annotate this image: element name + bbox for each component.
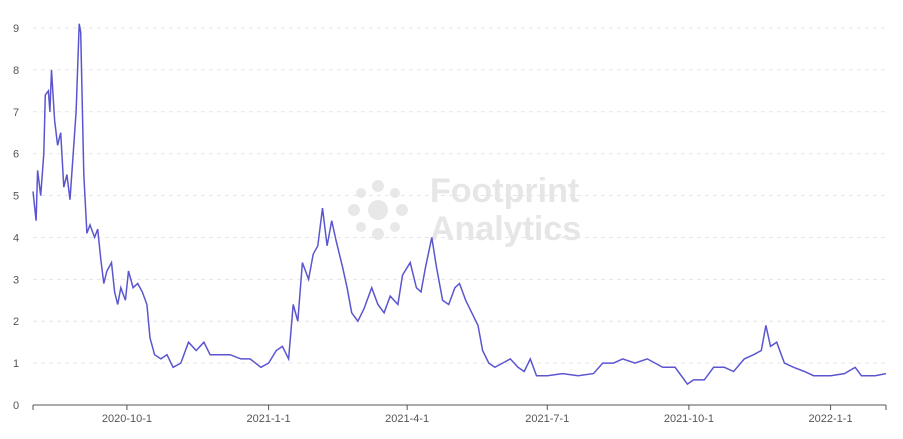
y-tick-label: 6 (13, 149, 19, 161)
y-tick-label: 8 (13, 65, 19, 77)
x-tick-label: 2021-7-1 (525, 413, 569, 425)
x-tick-label: 2022-1-1 (809, 413, 853, 425)
y-tick-label: 9 (13, 23, 19, 35)
x-tick-label: 2021-4-1 (385, 413, 429, 425)
y-tick-label: 7 (13, 107, 19, 119)
y-tick-label: 2 (13, 316, 19, 328)
y-tick-label: 3 (13, 274, 19, 286)
line (32, 23, 887, 386)
watermark-logo (348, 180, 408, 240)
y-tick-label: 1 (13, 358, 19, 370)
x-tick-label: 2020-10-1 (102, 413, 152, 425)
watermark: Footprint Analytics (430, 172, 581, 248)
x-tick-label: 2021-10-1 (664, 413, 714, 425)
y-tick-label: 0 (13, 400, 19, 412)
x-tick-label: 2021-1-1 (247, 413, 291, 425)
y-tick-label: 4 (13, 232, 19, 244)
y-tick-label: 5 (13, 191, 19, 203)
